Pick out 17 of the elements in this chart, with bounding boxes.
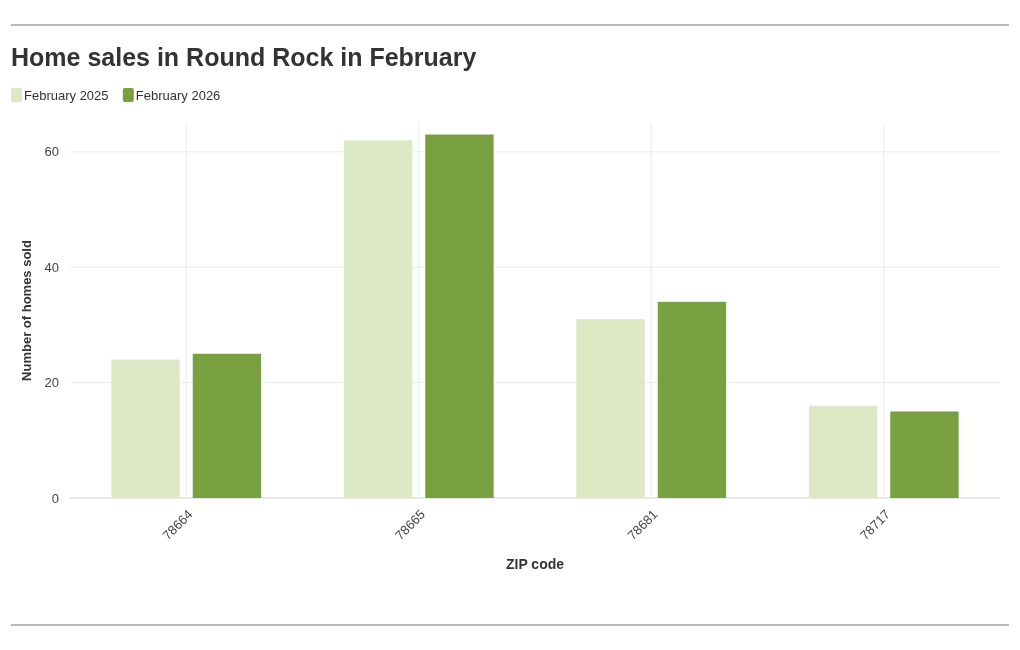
legend-label: February 2026 <box>135 88 221 103</box>
bar <box>343 140 413 498</box>
bar <box>576 319 645 498</box>
y-tick-label: 60 <box>44 144 59 160</box>
bar <box>192 353 262 498</box>
y-tick-label: 40 <box>44 259 59 275</box>
bar <box>657 301 727 498</box>
bar <box>425 134 494 498</box>
x-axis-title: ZIP code <box>505 556 565 572</box>
legend-label: February 2025 <box>24 88 109 103</box>
chart-title: Home sales in Round Rock in February <box>11 43 477 71</box>
y-axis-title: Number of homes sold <box>19 240 34 381</box>
y-tick-label: 20 <box>44 375 59 391</box>
bar <box>111 359 180 498</box>
bar <box>890 411 959 498</box>
y-tick-label: 0 <box>51 490 59 506</box>
bar <box>808 405 878 498</box>
